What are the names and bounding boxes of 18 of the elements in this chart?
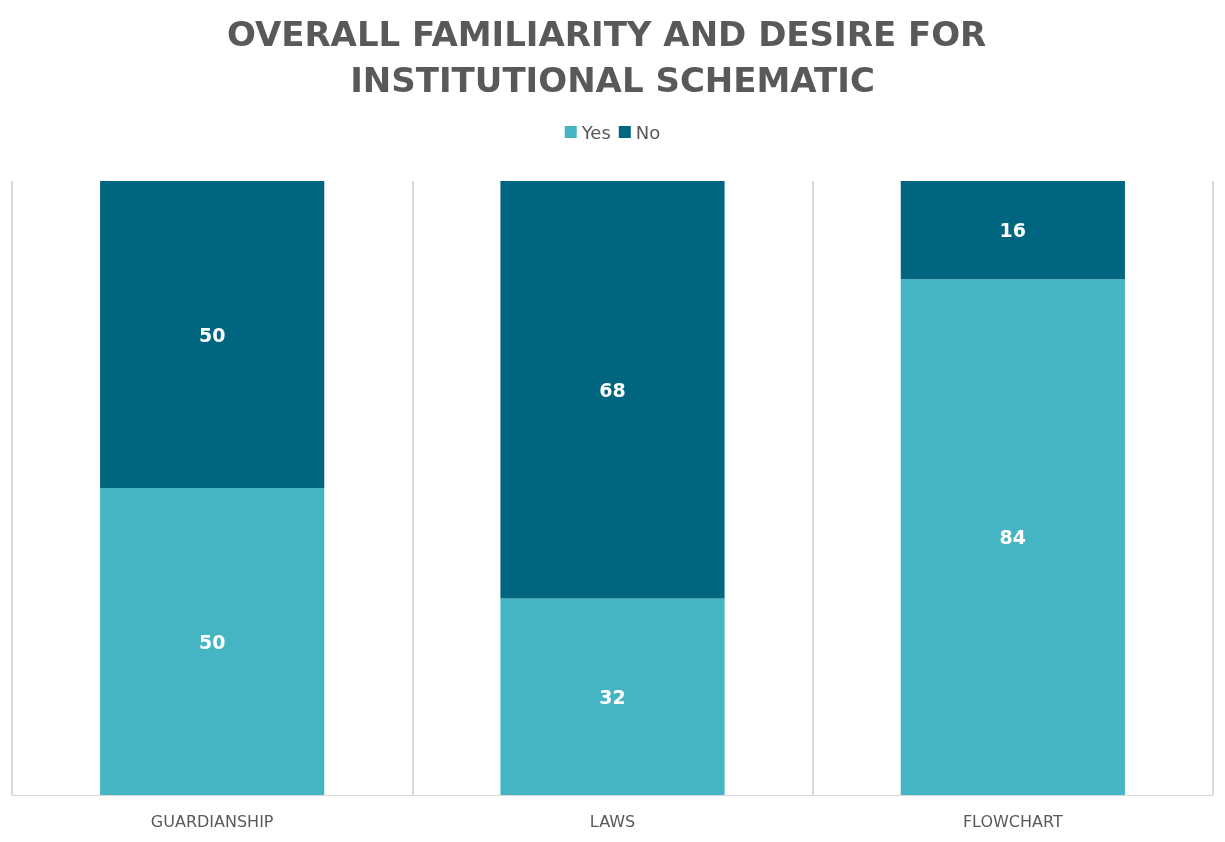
data-label: 68 [599, 378, 626, 401]
bar [100, 181, 325, 488]
data-label: 84 [999, 526, 1027, 549]
chart-title: OVERALL FAMILIARITY AND DESIRE FOR INSTITUTIONAL SCHEMATIC [226, 14, 999, 100]
legend-label: No [635, 121, 661, 143]
bar [900, 279, 1125, 795]
x-tick-label: LAWS [589, 811, 636, 831]
data-label: 16 [999, 219, 1027, 242]
bar [500, 181, 725, 599]
x-tick-label: GUARDIANSHIP [150, 811, 274, 831]
x-tick-label: FLOWCHART [962, 811, 1063, 831]
bar [100, 488, 325, 795]
data-label: 32 [599, 685, 626, 708]
bar [900, 181, 1125, 280]
data-label: 50 [198, 323, 226, 346]
bar [500, 598, 725, 795]
data-label: 50 [198, 630, 226, 653]
legend-label: Yes [580, 121, 611, 143]
